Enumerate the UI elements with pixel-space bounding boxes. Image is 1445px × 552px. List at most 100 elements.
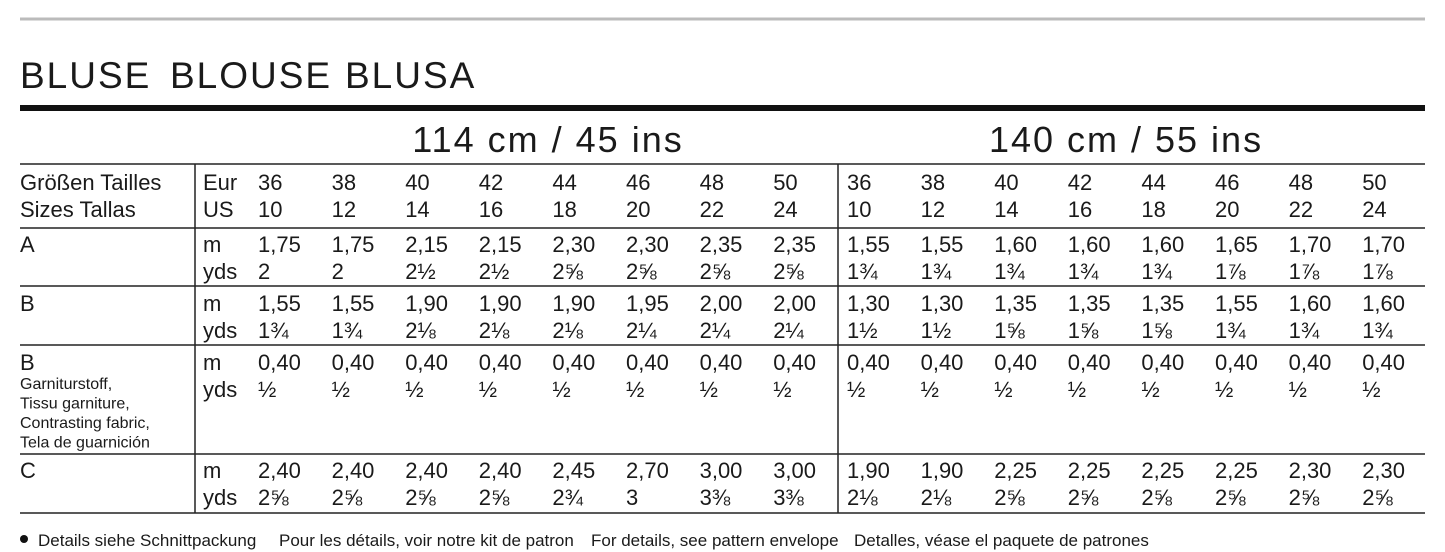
size-unit: US (203, 197, 234, 222)
meters: 2,40 (332, 458, 375, 483)
yards: 2⅝ (1068, 485, 1099, 510)
yards: 2⅛ (921, 485, 952, 510)
meters: 1,55 (332, 291, 375, 316)
yards: ½ (1068, 377, 1086, 402)
yards: ½ (1289, 377, 1307, 402)
yards: 3⅜ (700, 485, 731, 510)
unit: m (203, 458, 221, 483)
meters: 1,65 (1215, 232, 1258, 257)
meters: 0,40 (1362, 350, 1405, 375)
yards: ½ (552, 377, 570, 402)
eur-size: 48 (700, 170, 724, 195)
us-size: 12 (332, 197, 356, 222)
meters: 0,40 (552, 350, 595, 375)
meters: 1,60 (1289, 291, 1332, 316)
meters: 2,25 (994, 458, 1037, 483)
meters: 0,40 (626, 350, 669, 375)
meters: 2,15 (405, 232, 448, 257)
yards: 1⅞ (1215, 259, 1246, 284)
meters: 0,40 (773, 350, 816, 375)
us-size: 16 (479, 197, 503, 222)
yards: ½ (1215, 377, 1233, 402)
yards: 2¾ (552, 485, 583, 510)
yards: 2⅝ (258, 485, 289, 510)
meters: 2,70 (626, 458, 669, 483)
yards: 2¼ (626, 318, 657, 343)
meters: 1,90 (847, 458, 890, 483)
us-size: 14 (405, 197, 429, 222)
yards: 1⅝ (1141, 318, 1172, 343)
meters: 2,00 (773, 291, 816, 316)
meters: 3,00 (773, 458, 816, 483)
us-size: 20 (1215, 197, 1239, 222)
yards: 1¾ (1215, 318, 1246, 343)
eur-size: 38 (332, 170, 356, 195)
yards: 2⅝ (552, 259, 583, 284)
yards: 1½ (847, 318, 878, 343)
yards: 1¾ (332, 318, 363, 343)
meters: 1,70 (1289, 232, 1332, 257)
yards: 2½ (405, 259, 436, 284)
yards: 2⅝ (994, 485, 1025, 510)
us-size: 18 (552, 197, 576, 222)
footer-note: Details siehe Schnittpackung (38, 531, 256, 550)
meters: 0,40 (1068, 350, 1111, 375)
yards: ½ (994, 377, 1012, 402)
us-size: 24 (1362, 197, 1386, 222)
row-label: C (20, 458, 36, 483)
yards: 1¾ (1289, 318, 1320, 343)
row-sublabel: Contrasting fabric, (20, 415, 150, 432)
meters: 0,40 (700, 350, 743, 375)
unit: m (203, 232, 221, 257)
title: BLUSE (20, 55, 151, 96)
meters: 1,60 (1141, 232, 1184, 257)
meters: 1,60 (1068, 232, 1111, 257)
yards: ½ (332, 377, 350, 402)
yards: 1¾ (847, 259, 878, 284)
eur-size: 38 (921, 170, 945, 195)
yards: 2⅝ (1215, 485, 1246, 510)
yards: 2¼ (773, 318, 804, 343)
us-size: 10 (258, 197, 282, 222)
yards: ½ (405, 377, 423, 402)
meters: 0,40 (921, 350, 964, 375)
eur-size: 42 (479, 170, 503, 195)
meters: 1,35 (1141, 291, 1184, 316)
meters: 2,40 (258, 458, 301, 483)
yards: ½ (847, 377, 865, 402)
meters: 1,90 (479, 291, 522, 316)
yards: 2 (332, 259, 344, 284)
yards: ½ (258, 377, 276, 402)
yards: 2⅝ (1362, 485, 1393, 510)
eur-size: 50 (773, 170, 797, 195)
meters: 1,55 (921, 232, 964, 257)
title: BLOUSE (170, 55, 332, 96)
meters: 1,30 (921, 291, 964, 316)
meters: 1,90 (921, 458, 964, 483)
yards: 2⅛ (479, 318, 510, 343)
eur-size: 50 (1362, 170, 1386, 195)
width-header: 140 cm / 55 ins (989, 119, 1263, 160)
unit: yds (203, 318, 237, 343)
meters: 1,30 (847, 291, 890, 316)
meters: 2,25 (1068, 458, 1111, 483)
us-size: 18 (1141, 197, 1165, 222)
yards: ½ (700, 377, 718, 402)
row-label: B (20, 350, 35, 375)
meters: 0,40 (479, 350, 522, 375)
meters: 2,25 (1215, 458, 1258, 483)
yards: 2⅝ (405, 485, 436, 510)
yards: 2⅝ (332, 485, 363, 510)
meters: 2,00 (700, 291, 743, 316)
us-size: 24 (773, 197, 797, 222)
yards: 2⅝ (626, 259, 657, 284)
meters: 2,40 (405, 458, 448, 483)
row-sublabel: Garniturstoff, (20, 376, 112, 393)
yards: 1¾ (1362, 318, 1393, 343)
us-size: 20 (626, 197, 650, 222)
yards: 2⅝ (1289, 485, 1320, 510)
unit: m (203, 291, 221, 316)
us-size: 22 (700, 197, 724, 222)
meters: 1,75 (332, 232, 375, 257)
